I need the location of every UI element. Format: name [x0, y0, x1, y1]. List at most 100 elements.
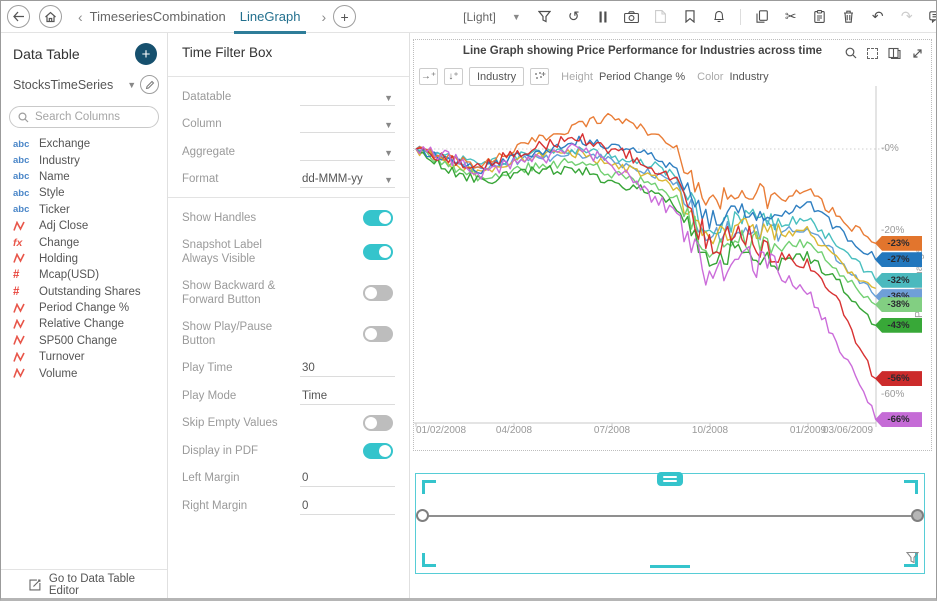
- value-tag[interactable]: -38%: [875, 297, 922, 313]
- column-item[interactable]: Period Change %: [13, 300, 167, 316]
- column-item[interactable]: abc Industry: [13, 152, 167, 168]
- pause-icon[interactable]: [595, 9, 611, 25]
- breadcrumb-back-icon[interactable]: ‹: [78, 8, 83, 25]
- search-columns-input[interactable]: [35, 111, 145, 123]
- edit-data-table-button[interactable]: [140, 75, 159, 94]
- delete-icon[interactable]: [841, 9, 857, 25]
- data-table-select[interactable]: StocksTimeSeries: [13, 77, 114, 92]
- toggle-switch[interactable]: [363, 415, 393, 432]
- toggle-knob: [365, 287, 377, 299]
- top-toolbar: ‹ TimeseriesCombination LineGraph › + [L…: [1, 1, 936, 34]
- column-item[interactable]: Relative Change: [13, 316, 167, 332]
- copy-visual-icon[interactable]: [887, 46, 901, 60]
- setting-input[interactable]: Time: [300, 387, 395, 405]
- column-item[interactable]: # Mcap(USD): [13, 267, 167, 283]
- range-start-handle[interactable]: [416, 509, 429, 522]
- paste-icon[interactable]: [812, 9, 828, 25]
- time-range-slider[interactable]: [416, 509, 924, 522]
- chevron-down-icon[interactable]: ▼: [127, 79, 137, 90]
- add-data-table-button[interactable]: +: [135, 43, 157, 65]
- toggle-switch[interactable]: [363, 326, 393, 342]
- column-item[interactable]: fx Change: [13, 234, 167, 250]
- range-end-handle[interactable]: [911, 509, 924, 522]
- widget-drag-handle[interactable]: [657, 472, 683, 486]
- zoom-icon[interactable]: [844, 46, 858, 60]
- chevron-down-icon: ▼: [384, 120, 393, 131]
- comment-icon[interactable]: [928, 9, 936, 25]
- add-dashboard-button[interactable]: +: [333, 5, 357, 28]
- y-tick-label: -0%: [881, 143, 899, 154]
- toggle-switch[interactable]: [363, 442, 393, 459]
- column-item[interactable]: Adj Close: [13, 218, 167, 234]
- height-value[interactable]: Period Change %: [598, 70, 686, 83]
- rubber-band-select-icon[interactable]: [867, 47, 878, 59]
- value-tag[interactable]: -32%: [875, 272, 922, 288]
- column-item[interactable]: abc Ticker: [13, 202, 167, 218]
- setting-input[interactable]: 30: [300, 359, 395, 378]
- data-table-panel: Data Table + StocksTimeSeries ▼ abc Excha…: [1, 33, 168, 598]
- toggle-switch[interactable]: [363, 285, 393, 301]
- column-item[interactable]: # Outstanding Shares: [13, 284, 167, 300]
- visual-points-icon[interactable]: [530, 68, 550, 85]
- line-graph-panel[interactable]: Line Graph showing Price Performance for…: [413, 39, 932, 451]
- footer-link-label: Go to Data Table Editor: [48, 572, 135, 597]
- column-item[interactable]: Holding: [13, 251, 167, 267]
- column-item[interactable]: Turnover: [13, 349, 167, 365]
- breakdown-down-icon[interactable]: ↓⁺: [444, 68, 463, 85]
- setting-dropdown[interactable]: dd-MMM-yy ▼: [300, 170, 395, 189]
- value-tag[interactable]: -43%: [875, 317, 922, 333]
- timeseries-column-icon: [13, 302, 25, 313]
- setting-row: Format dd-MMM-yy ▼: [182, 166, 395, 194]
- maximize-icon[interactable]: [910, 46, 924, 60]
- value-tag[interactable]: -23%: [875, 235, 922, 251]
- function-column-icon: fx: [13, 236, 23, 249]
- breadcrumb-forward-icon[interactable]: ›: [321, 8, 327, 25]
- timeseries-column-icon: [13, 335, 25, 346]
- column-item[interactable]: abc Exchange: [13, 136, 167, 152]
- setting-input[interactable]: 0: [300, 469, 395, 488]
- line-chart-plot[interactable]: [414, 86, 931, 428]
- tab-linegraph[interactable]: LineGraph: [233, 2, 307, 34]
- bookmark-icon[interactable]: [682, 9, 698, 25]
- column-item[interactable]: abc Style: [13, 185, 167, 201]
- setting-dropdown[interactable]: ▼: [300, 88, 395, 106]
- back-button[interactable]: [7, 5, 30, 28]
- value-tag[interactable]: -27%: [875, 252, 922, 268]
- breadcrumb-parent[interactable]: TimeseriesCombination: [89, 9, 226, 24]
- value-tag[interactable]: -66%: [875, 412, 922, 428]
- settings-rows: Datatable ▼ Column ▼ Aggregate ▼ Format dd-MMM-…: [168, 83, 409, 520]
- filter-icon[interactable]: [537, 9, 553, 25]
- setting-dropdown[interactable]: ▼: [300, 115, 395, 134]
- breakdown-chip-industry[interactable]: Industry: [469, 67, 525, 86]
- x-tick-label: 01/02/2008: [416, 425, 467, 436]
- setting-row: Right Margin 0: [182, 492, 395, 520]
- setting-input[interactable]: 0: [300, 497, 395, 515]
- column-item[interactable]: abc Name: [13, 169, 167, 185]
- toggle-knob: [379, 211, 391, 224]
- home-button[interactable]: [39, 5, 62, 28]
- refresh-icon[interactable]: ↺: [567, 8, 580, 24]
- value-tag[interactable]: -56%: [875, 371, 922, 387]
- breakdown-right-icon[interactable]: →⁺: [419, 68, 438, 85]
- toggle-switch[interactable]: [363, 244, 393, 260]
- toolbar-divider: [739, 8, 741, 25]
- color-value[interactable]: Industry: [729, 70, 769, 83]
- go-to-data-table-editor[interactable]: Go to Data Table Editor: [1, 569, 167, 598]
- widget-resize-handle[interactable]: [650, 565, 690, 568]
- theme-selector[interactable]: [Light] ▼: [463, 10, 521, 24]
- column-item[interactable]: Volume: [13, 365, 167, 381]
- color-label: Color: [697, 70, 724, 83]
- setting-dropdown[interactable]: ▼: [300, 143, 395, 161]
- undo-icon[interactable]: ↶: [871, 8, 884, 24]
- camera-icon[interactable]: [624, 9, 640, 25]
- copy-icon[interactable]: [754, 9, 770, 25]
- bell-icon[interactable]: [711, 9, 727, 25]
- cut-icon[interactable]: ✂: [784, 8, 797, 24]
- filter-funnel-icon[interactable]: [905, 551, 920, 569]
- toggle-switch[interactable]: [363, 209, 393, 226]
- setting-row: Display in PDF: [182, 437, 395, 465]
- search-columns-box[interactable]: [9, 106, 159, 128]
- time-filter-box-widget[interactable]: [415, 472, 925, 574]
- column-list: abc Exchange abc Industry abc Name abc Style abc…: [1, 134, 167, 569]
- column-item[interactable]: SP500 Change: [13, 333, 167, 349]
